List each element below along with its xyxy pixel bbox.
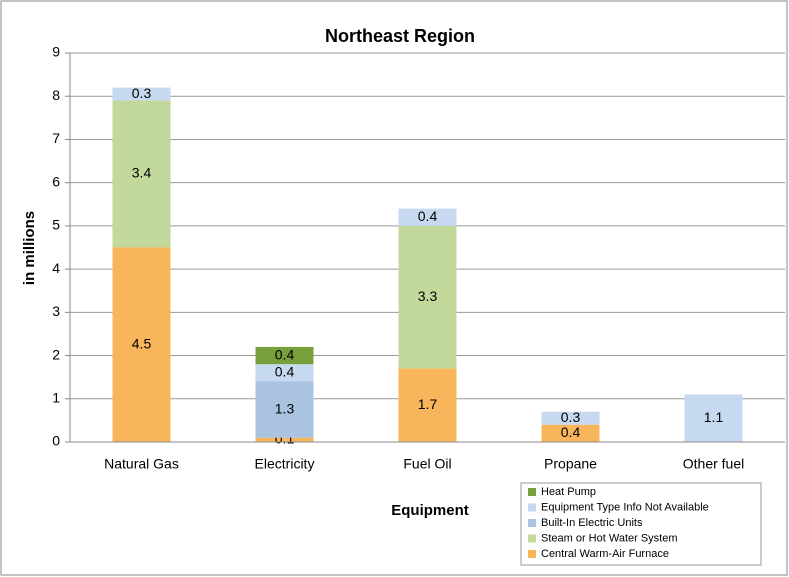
y-tick-label: 8 [52,87,60,103]
bar-segment [112,87,171,101]
x-tick-label: Propane [544,456,597,472]
y-tick-label: 3 [52,303,60,319]
legend-label: Built-In Electric Units [541,517,643,529]
bar-segment [398,225,457,369]
data-label: 0.4 [561,424,581,440]
y-tick-label: 5 [52,217,60,233]
data-label: 1.1 [704,409,724,425]
bar-segment [255,364,314,382]
bar-segment [541,424,600,442]
legend-label: Central Warm-Air Furnace [541,548,669,560]
legend-swatch [528,503,536,512]
data-label: 0.3 [561,409,581,425]
legend-box [520,482,762,566]
bar-segment [255,437,314,442]
y-tick-label: 0 [52,433,60,449]
y-tick-label: 7 [52,130,60,146]
chart-title: Northeast Region [325,26,475,46]
data-label: 1.7 [418,396,438,412]
legend-label: Equipment Type Info Not Available [541,501,709,513]
legend-swatch [528,534,536,543]
data-label: 0.3 [132,85,152,101]
data-label: 4.5 [132,335,152,351]
data-label: 3.3 [418,288,438,304]
data-label: 0.4 [418,208,438,224]
bar-segment [112,247,171,442]
y-axis-title: in millions [21,211,38,285]
legend-swatch [528,519,536,527]
x-tick-label: Electricity [255,456,315,472]
legend-swatch [528,550,536,558]
x-tick-label: Natural Gas [104,456,179,472]
data-label: 0.4 [275,346,295,362]
bar-segment [398,368,457,442]
bar-segment [112,100,171,248]
y-tick-label: 9 [52,44,60,60]
bar-segment [541,411,600,425]
bar-segment [255,346,314,365]
y-tick-label: 2 [52,346,60,362]
legend-label: Heat Pump [541,486,596,498]
y-tick-label: 6 [52,173,60,189]
data-label: 3.4 [132,165,152,181]
x-axis-title: Equipment [391,502,469,519]
bar-segment [255,381,314,438]
data-label: 0.4 [275,364,295,380]
x-tick-label: Fuel Oil [403,456,451,472]
bar-segment [398,208,457,226]
legend-label: Steam or Hot Water System [541,532,678,544]
bar-segment [684,394,743,442]
data-label: 1.3 [275,400,295,416]
legend-swatch [528,488,536,496]
y-tick-label: 1 [52,389,60,405]
y-tick-label: 4 [52,260,60,276]
x-tick-label: Other fuel [683,456,744,472]
